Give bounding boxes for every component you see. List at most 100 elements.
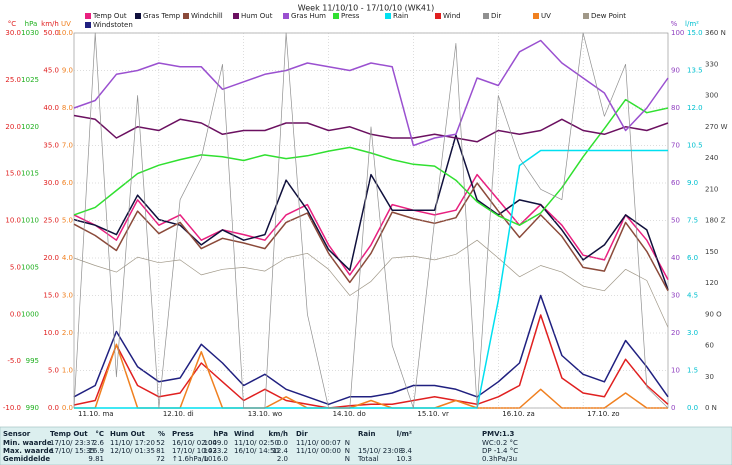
stats-cell: 12/10/ 01:35: [110, 447, 155, 455]
chart-title: Week 11/10/10 - 17/10/10 (WK41): [298, 4, 434, 13]
y-tick-label: 6.0: [62, 179, 73, 187]
legend-label: Dir: [491, 12, 501, 20]
legend-swatch: [85, 22, 91, 28]
y-tick-label: 10: [671, 367, 680, 375]
y-tick-label: 35.0: [43, 142, 59, 150]
legend-swatch: [435, 13, 441, 19]
axis-unit: %: [671, 20, 678, 28]
legend-swatch: [385, 13, 391, 19]
series-line: [73, 182, 669, 292]
legend-swatch: [233, 13, 239, 19]
axis-unit: l/m²: [685, 20, 699, 28]
stats-cell: 1023.2: [204, 447, 229, 455]
y-tick-label: 30: [671, 292, 680, 300]
y-tick-label: 60: [671, 179, 680, 187]
y-tick-label: 0.0: [62, 404, 73, 412]
series-line: [73, 98, 669, 226]
stats-cell: 11/10/ 00:07: [296, 439, 341, 447]
stats-panel: [0, 426, 732, 465]
stats-header: hPa: [213, 430, 228, 438]
stats-cell: 81: [156, 447, 165, 455]
legend-label: Rain: [393, 12, 408, 20]
stats-cell: 12.4: [272, 447, 288, 455]
stats-cell: 16/10/ 14:50: [234, 447, 279, 455]
y-tick-label: 1020: [21, 123, 39, 131]
axis-unit: hPa: [25, 20, 38, 28]
y-tick-label: 150: [705, 248, 718, 256]
stats-header: Hum Out: [110, 430, 146, 438]
stats-cell: 1009.0: [204, 439, 229, 447]
legend-swatch: [283, 13, 289, 19]
y-tick-label: 30.0: [43, 179, 59, 187]
y-tick-label: 20.0: [5, 123, 21, 131]
series-line: [73, 134, 669, 291]
stats-header: Dir: [296, 430, 308, 438]
y-tick-label: 10.0: [43, 329, 59, 337]
stats-cell: 11/10/ 17:20: [110, 439, 155, 447]
stats-cell: Min. waarde: [3, 439, 52, 447]
y-tick-label: 20: [671, 329, 680, 337]
y-tick-label: 360 N: [705, 29, 726, 37]
y-tick-label: 330: [705, 60, 718, 68]
y-tick-label: 1000: [21, 310, 39, 318]
y-tick-label: 90 O: [705, 310, 722, 318]
y-tick-label: 0.0: [687, 404, 698, 412]
y-tick-label: 1010: [21, 217, 39, 225]
stats-cell: N: [345, 447, 350, 455]
series-line: [74, 149, 668, 409]
y-tick-label: 30: [705, 373, 714, 381]
y-tick-label: 3.0: [62, 292, 73, 300]
legend-swatch: [583, 13, 589, 19]
legend-label: Temp Out: [92, 12, 127, 20]
y-tick-label: 120: [705, 279, 718, 287]
stats-cell: 11/10/ 02:50: [234, 439, 279, 447]
y-tick-label: -5.0: [7, 357, 21, 365]
y-tick-label: 70: [671, 142, 680, 150]
stats-cell: N: [345, 439, 350, 447]
legend-swatch: [533, 13, 539, 19]
y-tick-label: 990: [26, 404, 39, 412]
y-tick-label: 45.0: [43, 67, 59, 75]
y-tick-label: 25.0: [43, 217, 59, 225]
series-line: [73, 314, 669, 409]
y-tick-label: 4.5: [687, 292, 698, 300]
legend-swatch: [483, 13, 489, 19]
stats-cell: 0.0: [277, 439, 288, 447]
stats-cell: 16.9: [88, 447, 104, 455]
stats-cell: Max. waarde: [3, 447, 54, 455]
legend-label: Windstoten: [93, 21, 133, 29]
x-tick-label: 17.10. zo: [587, 410, 619, 418]
y-tick-label: 300: [705, 92, 718, 100]
stats-header: Temp Out: [50, 430, 88, 438]
stats-header: l/m²: [397, 430, 412, 438]
y-tick-label: 5.0: [62, 217, 73, 225]
y-tick-label: -10.0: [3, 404, 21, 412]
stats-header: Press: [172, 430, 194, 438]
legend-label: Press: [341, 12, 360, 20]
y-tick-label: 15.0: [687, 29, 703, 37]
y-tick-label: 0: [671, 404, 675, 412]
series-line: [73, 114, 669, 143]
x-tick-label: 15.10. vr: [417, 410, 449, 418]
y-tick-label: 5.0: [10, 263, 21, 271]
x-tick-label: 12.10. di: [163, 410, 194, 418]
y-tick-label: 10.0: [5, 217, 21, 225]
legend-label: Wind: [443, 12, 461, 20]
y-tick-label: 10.0: [57, 29, 73, 37]
y-tick-label: 1.0: [62, 367, 73, 375]
stats-cell: 16/10/ 02:04: [172, 439, 217, 447]
series-line: [73, 32, 669, 409]
y-tick-label: 995: [26, 357, 39, 365]
y-tick-label: 3.0: [687, 329, 698, 337]
y-tick-label: 13.5: [687, 67, 703, 75]
stats-header: km/h: [269, 430, 289, 438]
stats-header: Sensor: [3, 430, 31, 438]
y-tick-label: 7.5: [687, 217, 698, 225]
y-tick-label: 6.0: [687, 254, 698, 262]
stats-cell: DP -1.4 °C: [482, 447, 518, 455]
y-tick-label: 15.0: [5, 170, 21, 178]
y-tick-label: 15.0: [43, 292, 59, 300]
y-tick-label: 0.0: [10, 310, 21, 318]
stats-header: Rain: [358, 430, 376, 438]
stats-cell: 17/10/ 10:43: [172, 447, 217, 455]
